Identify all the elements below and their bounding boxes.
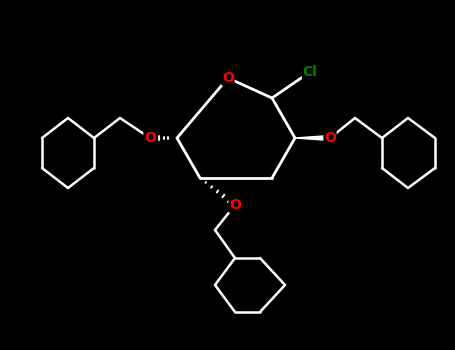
Text: Cl: Cl (303, 65, 318, 79)
Text: O: O (144, 131, 156, 145)
Polygon shape (295, 135, 330, 140)
Text: O: O (324, 131, 336, 145)
Text: O: O (222, 71, 234, 85)
Text: O: O (229, 198, 241, 212)
